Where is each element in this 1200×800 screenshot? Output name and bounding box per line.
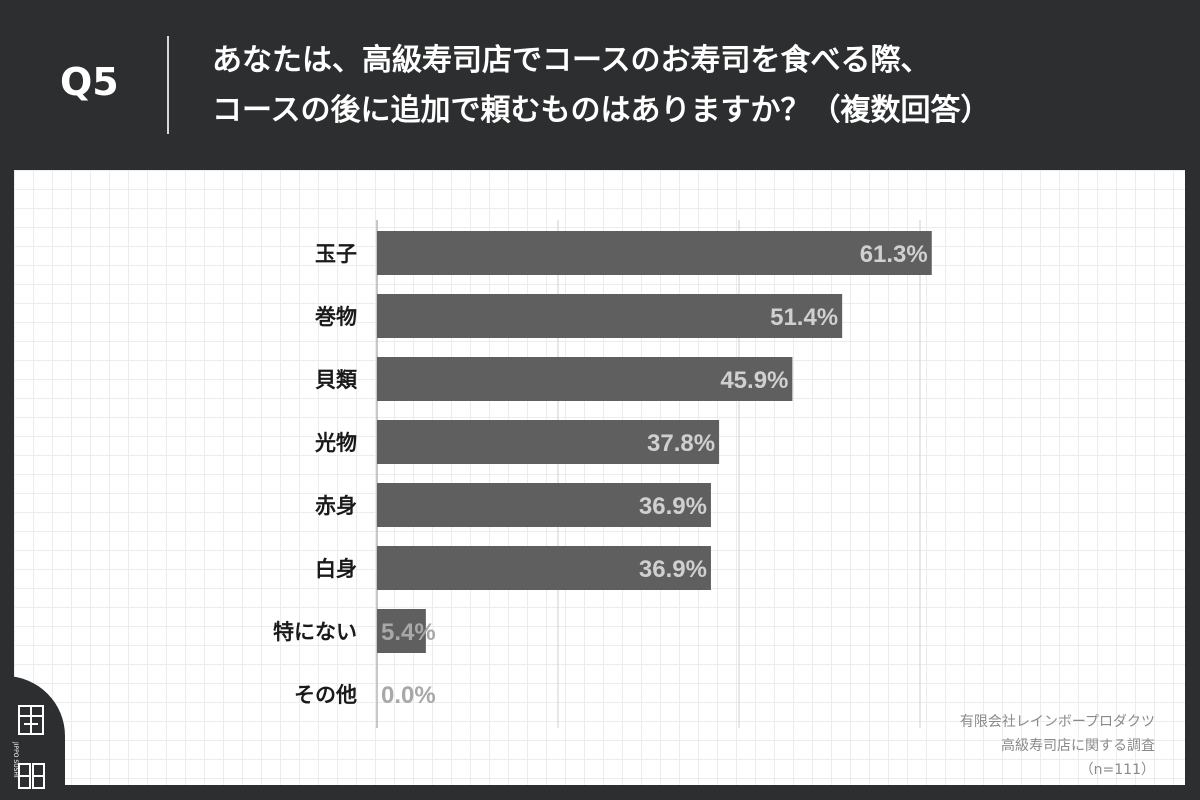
bar-2 xyxy=(377,357,793,401)
bar-6 xyxy=(377,609,426,653)
bar-1 xyxy=(377,294,843,338)
bar-chart: 玉子 61.3% 巻物 51.4% 貝類 45.9% 光物 37.8% 赤身 36.9% 白身 36.… xyxy=(273,220,932,728)
category-label-1: 巻物 xyxy=(314,305,357,329)
value-label-5: 36.9% xyxy=(639,556,707,583)
category-label-4: 赤身 xyxy=(315,494,357,518)
bar-3 xyxy=(377,420,720,464)
question-title-line-1: あなたは、高級寿司店でコースのお寿司を食べる際、 xyxy=(212,43,931,78)
value-label-4: 36.9% xyxy=(639,493,707,520)
question-number: Q5 xyxy=(60,60,119,104)
bar-0 xyxy=(377,231,932,275)
category-label-0: 玉子 xyxy=(315,242,357,266)
question-title: あなたは、高級寿司店でコースのお寿司を食べる際、 コースの後に追加で頼むものはあ… xyxy=(212,36,1172,136)
value-label-1: 51.4% xyxy=(770,304,838,331)
value-label-7: 0.0% xyxy=(381,682,436,709)
source-note: 有限会社レインボープロダクツ 高級寿司店に関する調査 （n=111） xyxy=(755,710,1155,782)
bar-4 xyxy=(377,483,711,527)
source-company: 有限会社レインボープロダクツ xyxy=(959,714,1155,730)
source-survey: 高級寿司店に関する調査 xyxy=(1001,738,1155,754)
question-header: Q5 あなたは、高級寿司店でコースのお寿司を食べる際、 コースの後に追加で頼むも… xyxy=(0,0,1200,170)
category-label-7: その他 xyxy=(294,683,357,707)
value-label-6: 5.4% xyxy=(381,619,436,646)
category-label-6: 特にない xyxy=(273,620,357,644)
logo-text: JIPPO SUSHI xyxy=(12,741,19,778)
category-label-2: 貝類 xyxy=(315,368,358,392)
category-label-3: 光物 xyxy=(314,431,357,455)
header-divider xyxy=(167,36,169,134)
value-label-2: 45.9% xyxy=(720,367,788,394)
value-label-0: 61.3% xyxy=(860,241,928,268)
category-label-5: 白身 xyxy=(315,557,357,581)
chart-panel: 玉子 61.3% 巻物 51.4% 貝類 45.9% 光物 37.8% 赤身 36.9% 白身 36.… xyxy=(14,170,1185,785)
bar-5 xyxy=(377,546,711,590)
sushi-restaurant-logo-icon: JIPPO SUSHI xyxy=(0,676,65,800)
source-sample-size: （n=111） xyxy=(1079,762,1155,778)
question-title-line-2: コースの後に追加で頼むものはありますか？（複数回答） xyxy=(212,93,991,128)
value-label-3: 37.8% xyxy=(647,430,715,457)
